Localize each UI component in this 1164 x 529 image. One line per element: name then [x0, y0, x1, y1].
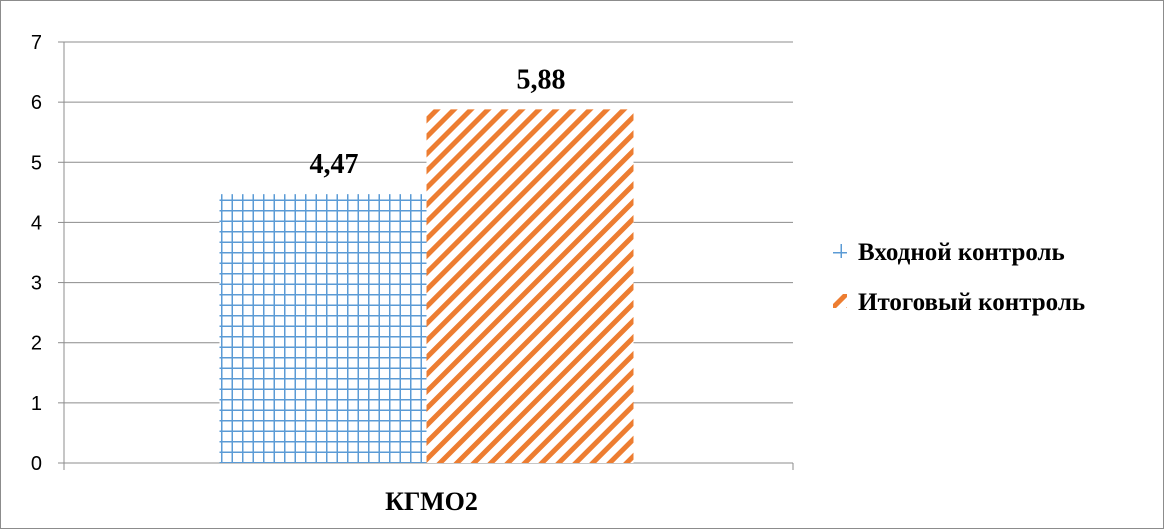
- data-labels: 4,47 5,88: [310, 64, 566, 180]
- y-tick-label: 7: [31, 32, 42, 54]
- y-tick-label: 2: [31, 333, 42, 355]
- bar-series-1: [219, 194, 427, 463]
- y-tick-label: 5: [31, 152, 42, 174]
- category-label: КГМО2: [385, 487, 478, 516]
- data-label: 4,47: [310, 149, 359, 180]
- category-labels: КГМО2: [385, 487, 478, 516]
- y-tick-label: 6: [31, 92, 42, 114]
- legend: Входной контроль Итоговый контроль: [833, 239, 1085, 316]
- y-tick-label: 0: [31, 453, 42, 475]
- legend-label: Итоговый контроль: [858, 289, 1085, 316]
- legend-swatch: [833, 294, 847, 308]
- y-tick-labels: 0 1 2 3 4 5 6 7: [31, 32, 42, 475]
- legend-swatch: [833, 244, 847, 258]
- bar-series-2: [426, 109, 634, 464]
- legend-label: Входной контроль: [858, 239, 1065, 266]
- y-tick-label: 4: [31, 212, 42, 234]
- data-label: 5,88: [517, 64, 566, 95]
- y-tick-label: 3: [31, 273, 42, 295]
- y-tick-label: 1: [31, 393, 42, 415]
- bars: [219, 109, 634, 464]
